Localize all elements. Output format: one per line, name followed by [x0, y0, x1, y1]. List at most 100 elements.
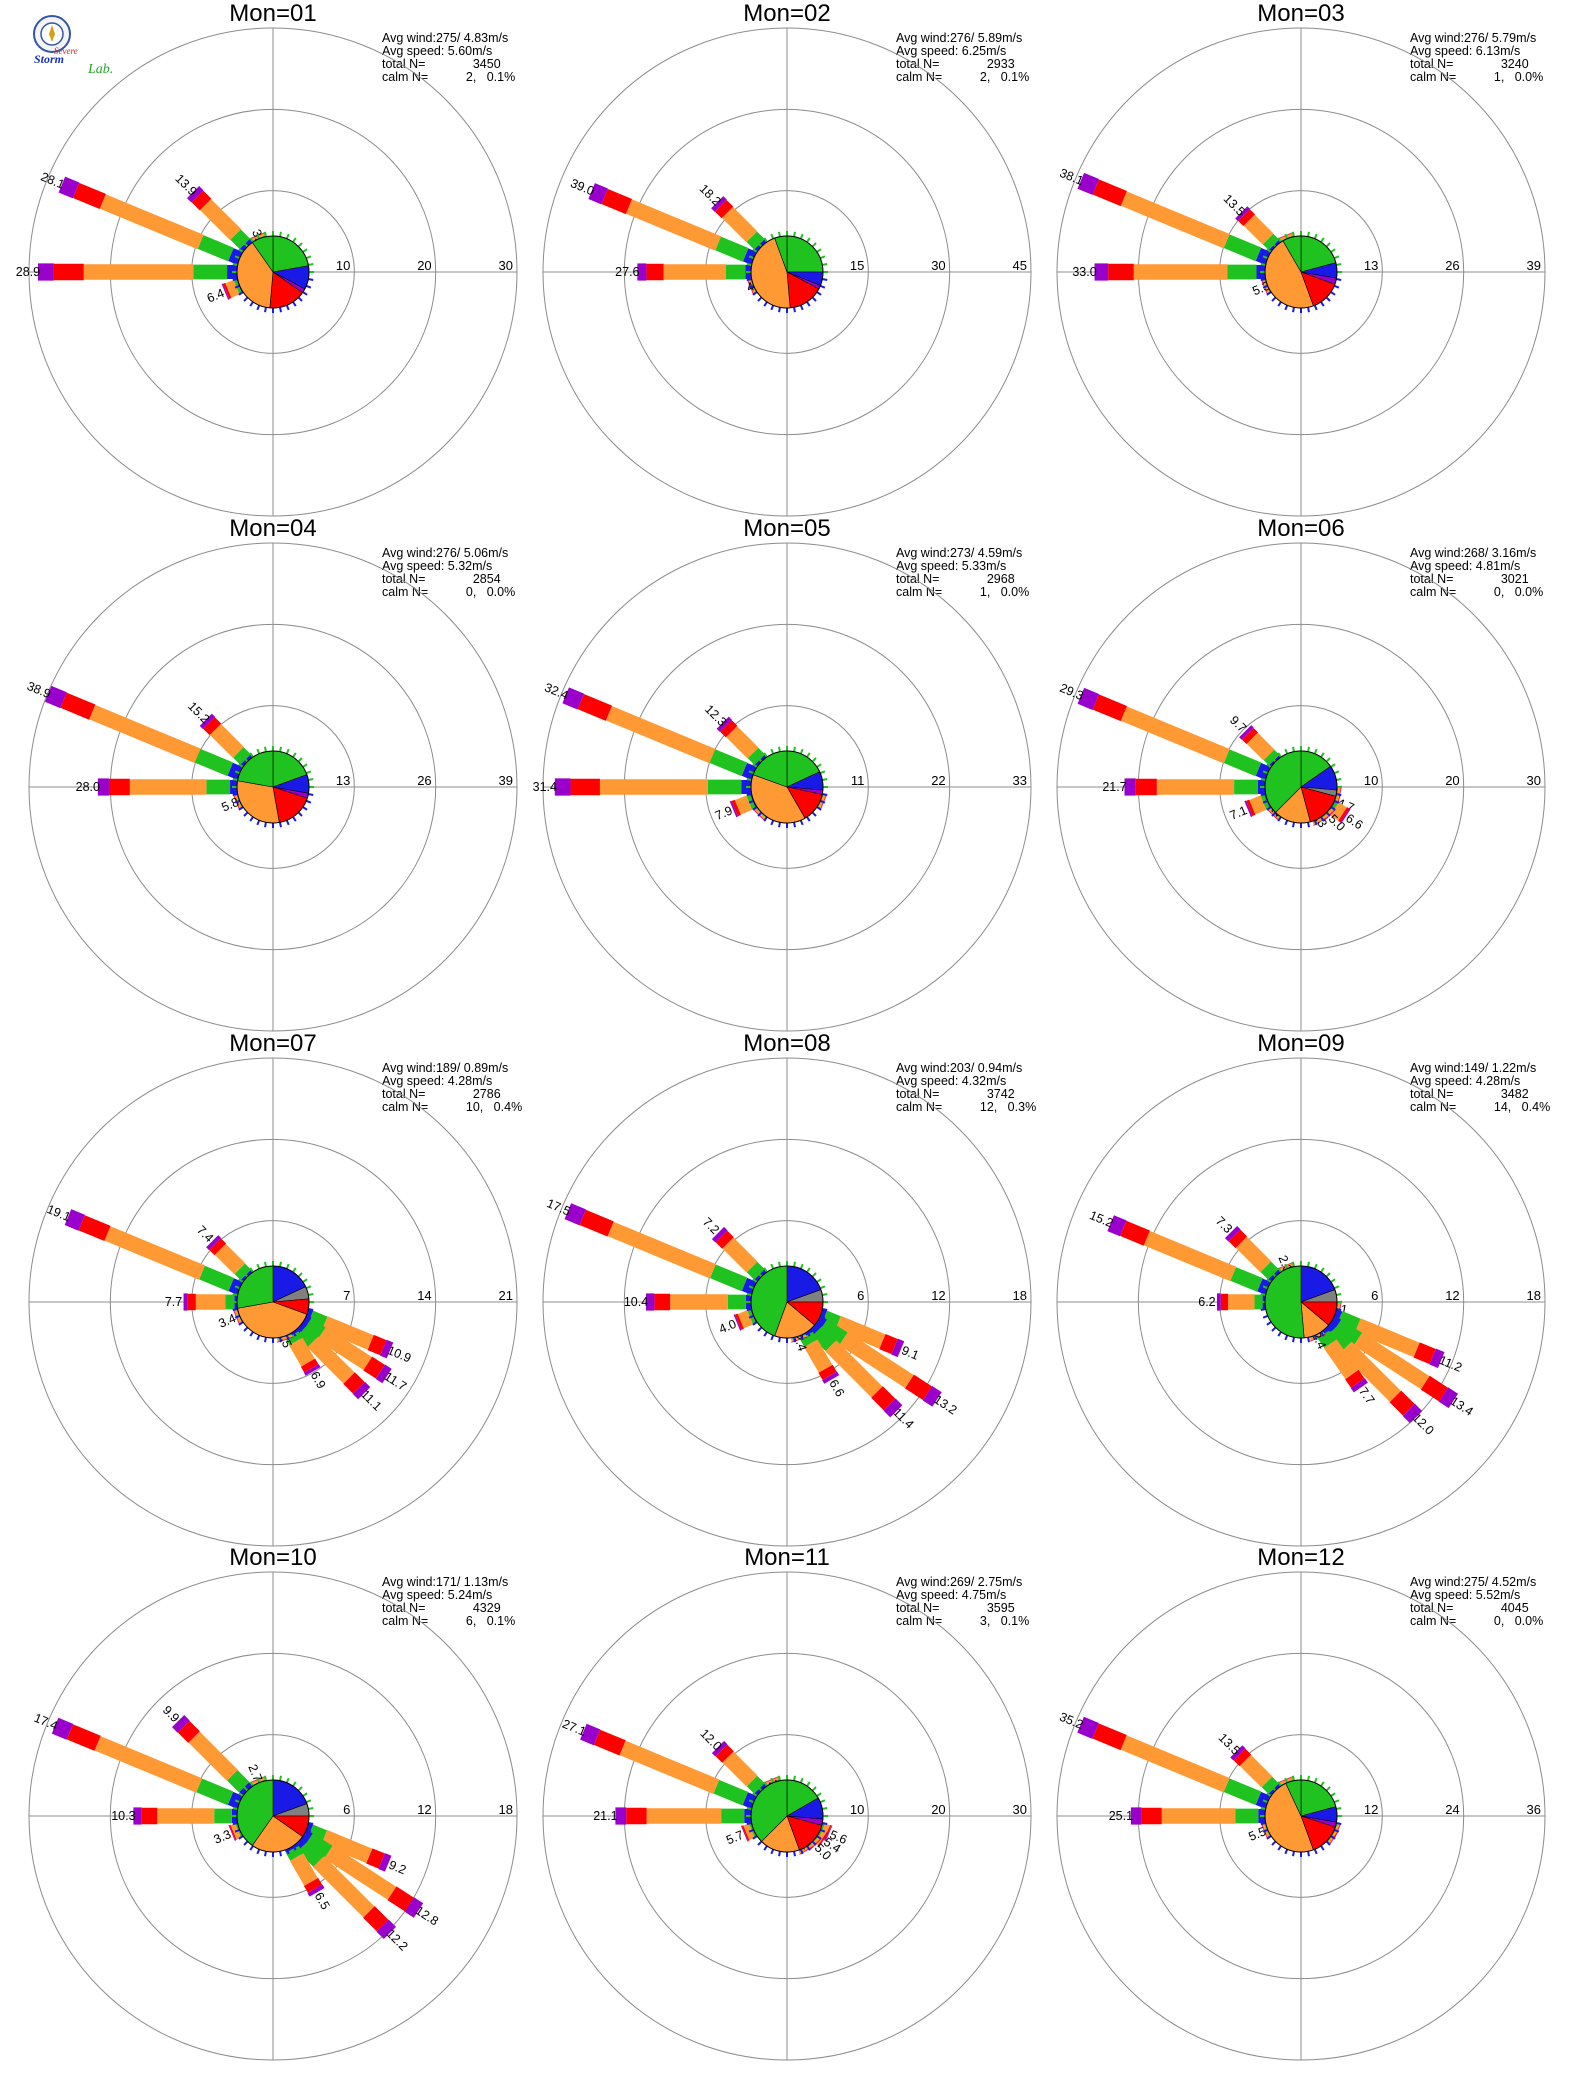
petal-segment: [605, 706, 716, 764]
petal-segment: [1309, 1331, 1324, 1339]
stat-total-n: total N= 3240: [1410, 58, 1543, 71]
sector-tick: [243, 1272, 249, 1278]
sector-tick: [232, 1807, 238, 1810]
stat-avg-wind-label: Avg wind:: [382, 1061, 436, 1075]
petal-segment: [615, 1807, 627, 1825]
petal-label: 25.1: [1109, 1809, 1133, 1823]
stat-avg-wind: Avg wind: 273/ 4.59m/s: [896, 547, 1029, 560]
stat-calm-n-value: 0, 0.0%: [1480, 1614, 1544, 1628]
petal-label: 39.0: [568, 176, 596, 198]
stat-avg-speed-label: Avg speed:: [896, 559, 959, 573]
petal-segment: [1092, 694, 1127, 722]
sector-tick: [232, 1293, 238, 1296]
petal-segment: [1228, 1229, 1248, 1249]
direction-petal: [1107, 1215, 1271, 1295]
ring-label: 18: [1527, 1288, 1541, 1303]
sector-tick: [770, 304, 775, 311]
petal-segment: [303, 1318, 326, 1340]
sector-tick: [308, 793, 314, 796]
sector-tick: [763, 301, 768, 307]
petal-segment: [707, 779, 742, 795]
direction-petal: [303, 1309, 394, 1359]
sector-tick: [234, 1314, 241, 1319]
sector-tick: [279, 822, 282, 828]
petal-segment: [1143, 1230, 1237, 1282]
petal-segment: [94, 1736, 203, 1793]
petal-segment: [1124, 778, 1136, 796]
petal-segment: [200, 199, 242, 241]
sector-tick: [232, 1308, 238, 1311]
sector-tick: [770, 819, 775, 826]
stat-avg-wind-value: 149/ 1.22m/s: [1463, 1061, 1537, 1075]
sector-tick: [799, 1263, 804, 1270]
stats-box: Avg wind: 273/ 4.59m/s Avg speed: 5.33m/s t…: [896, 547, 1029, 599]
sector-tick: [1336, 263, 1342, 266]
sector-tick: [285, 1777, 290, 1784]
petal-label: 6.2: [1198, 1295, 1215, 1309]
ring-label: 6: [1371, 1288, 1378, 1303]
sector-tick: [793, 307, 796, 313]
ring-label: 10: [336, 258, 350, 273]
stat-total-n: total N= 3595: [896, 1602, 1029, 1615]
petal-segment: [221, 283, 230, 300]
ring-label: 30: [499, 258, 513, 273]
sector-tick: [793, 822, 796, 828]
petal-segment: [727, 1294, 746, 1310]
petal-label: 13.2: [931, 1392, 959, 1417]
sector-tick: [1325, 1326, 1331, 1332]
sector-tick: [778, 231, 781, 237]
sector-tick: [238, 806, 244, 811]
petal-segment: [740, 1825, 749, 1842]
petal-segment: [37, 263, 54, 281]
sector-tick: [292, 816, 297, 822]
sector-tick: [1271, 1272, 1277, 1278]
petal-label: 21.7: [1102, 780, 1126, 794]
petal-segment: [97, 778, 109, 796]
ring-label: 12: [931, 1288, 945, 1303]
petal-label: 7.1: [1228, 803, 1249, 823]
pie-outline: [1264, 1779, 1338, 1853]
sector-tick: [1333, 1285, 1340, 1290]
petal-segment: [225, 279, 240, 298]
petal-segment: [1246, 799, 1256, 817]
windrose-panel: Mon=04 Avg wind: 276/ 5.06m/s Avg speed: 5.…: [10, 515, 536, 1055]
petal-label: 33.0: [1072, 265, 1096, 279]
sector-tick: [1266, 1321, 1272, 1326]
petal-segment: [1120, 1735, 1230, 1793]
panel-title: Mon=11: [744, 1544, 830, 1571]
petal-segment: [746, 1775, 765, 1794]
sector-tick: [238, 1835, 244, 1840]
petal-segment: [1317, 1330, 1337, 1349]
sector-tick: [778, 1851, 781, 1857]
petal-segment: [711, 1226, 728, 1243]
petal-segment: [324, 1845, 397, 1900]
sector-tick: [1262, 284, 1269, 289]
stat-avg-wind-label: Avg wind:: [382, 31, 436, 45]
sector-tick: [256, 233, 261, 240]
sector-tick: [822, 1308, 828, 1311]
sector-tick: [793, 746, 796, 752]
sector-tick: [297, 1272, 303, 1278]
sector-tick: [1284, 233, 1289, 240]
sector-tick: [1271, 811, 1277, 817]
petal-label: 7.7: [165, 1295, 182, 1309]
sector-tick: [292, 237, 297, 243]
direction-petal: [1130, 1807, 1265, 1825]
sector-tick: [1330, 763, 1336, 768]
stat-total-n: total N= 3021: [1410, 573, 1543, 586]
petal-label: 19.1: [45, 1202, 73, 1224]
sector-tick: [1266, 763, 1272, 768]
petal-segment: [1263, 749, 1280, 766]
logo-text-lab: Lab.: [88, 62, 114, 77]
panel-title: Mon=02: [743, 0, 831, 27]
direction-petal: [284, 1329, 321, 1376]
petal-segment: [375, 1364, 392, 1384]
petal-segment: [157, 1808, 215, 1824]
stat-total-n-label: total N=: [896, 1601, 940, 1615]
sector-tick: [305, 255, 312, 260]
sector-tick: [308, 1807, 314, 1810]
sector-tick: [746, 263, 752, 266]
sector-tick: [799, 233, 804, 240]
